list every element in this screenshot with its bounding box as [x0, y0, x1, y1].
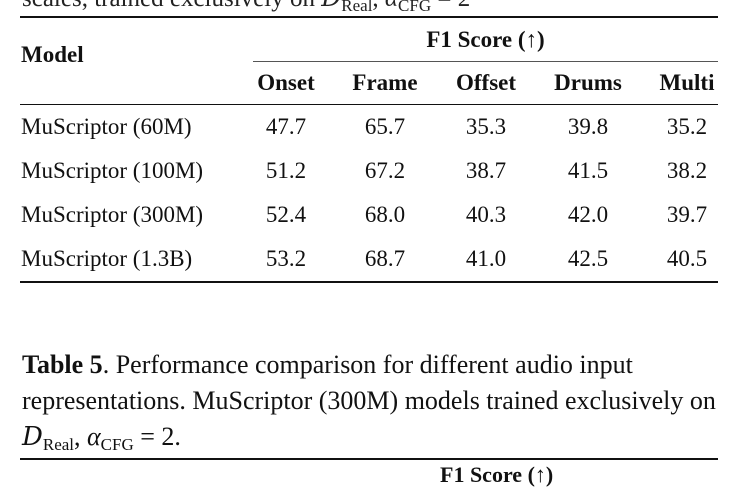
column-header-multi: Multi	[659, 70, 715, 95]
table-cell: 35.2	[666, 114, 708, 139]
table-cell: 35.3	[465, 114, 507, 139]
table-cell: 40.3	[465, 202, 507, 227]
column-header-drums: Drums	[554, 70, 622, 95]
previous-caption-fragment: scales, trained exclusively on DReal, αC…	[22, 0, 470, 15]
table-cell: 68.7	[364, 246, 406, 271]
table-cell: 65.7	[364, 114, 406, 139]
table-cell: 38.2	[666, 158, 708, 183]
caption-label: Table 5	[22, 350, 103, 379]
table-cell: 40.5	[666, 246, 708, 271]
table-cell: 47.7	[265, 114, 307, 139]
table-cell: 39.8	[567, 114, 609, 139]
table-cell: 42.5	[567, 246, 609, 271]
table-row-model: MuScriptor (300M)	[21, 202, 204, 227]
next-table-group-header: F1 Score (↑)	[440, 462, 554, 487]
table-cell: 68.0	[364, 202, 406, 227]
table-bottom-rule	[20, 281, 718, 283]
table-cell: 53.2	[265, 246, 307, 271]
next-table-top-rule	[20, 458, 718, 460]
table-cell: 41.5	[567, 158, 609, 183]
table-header-rule	[20, 104, 718, 105]
caption-text: . Performance comparison for different a…	[22, 350, 716, 415]
table-cell: 67.2	[364, 158, 406, 183]
table-cell: 42.0	[567, 202, 609, 227]
column-header-offset: Offset	[455, 70, 517, 95]
column-header-frame: Frame	[352, 70, 418, 95]
table-row-model: MuScriptor (60M)	[21, 114, 192, 139]
table-top-rule	[20, 16, 718, 18]
table-cell: 51.2	[265, 158, 307, 183]
table-cell: 38.7	[465, 158, 507, 183]
table-cell: 52.4	[265, 202, 307, 227]
table-5-caption: Table 5. Performance comparison for diff…	[22, 350, 716, 454]
model-column-header: Model	[21, 42, 84, 67]
table-cell: 39.7	[666, 202, 708, 227]
table-cell: 41.0	[465, 246, 507, 271]
table-group-rule	[253, 61, 718, 62]
column-header-onset: Onset	[257, 70, 315, 95]
table-row-model: MuScriptor (100M)	[21, 158, 204, 183]
table-row-model: MuScriptor (1.3B)	[21, 246, 193, 271]
f1-score-group-header: F1 Score (↑)	[426, 27, 545, 52]
